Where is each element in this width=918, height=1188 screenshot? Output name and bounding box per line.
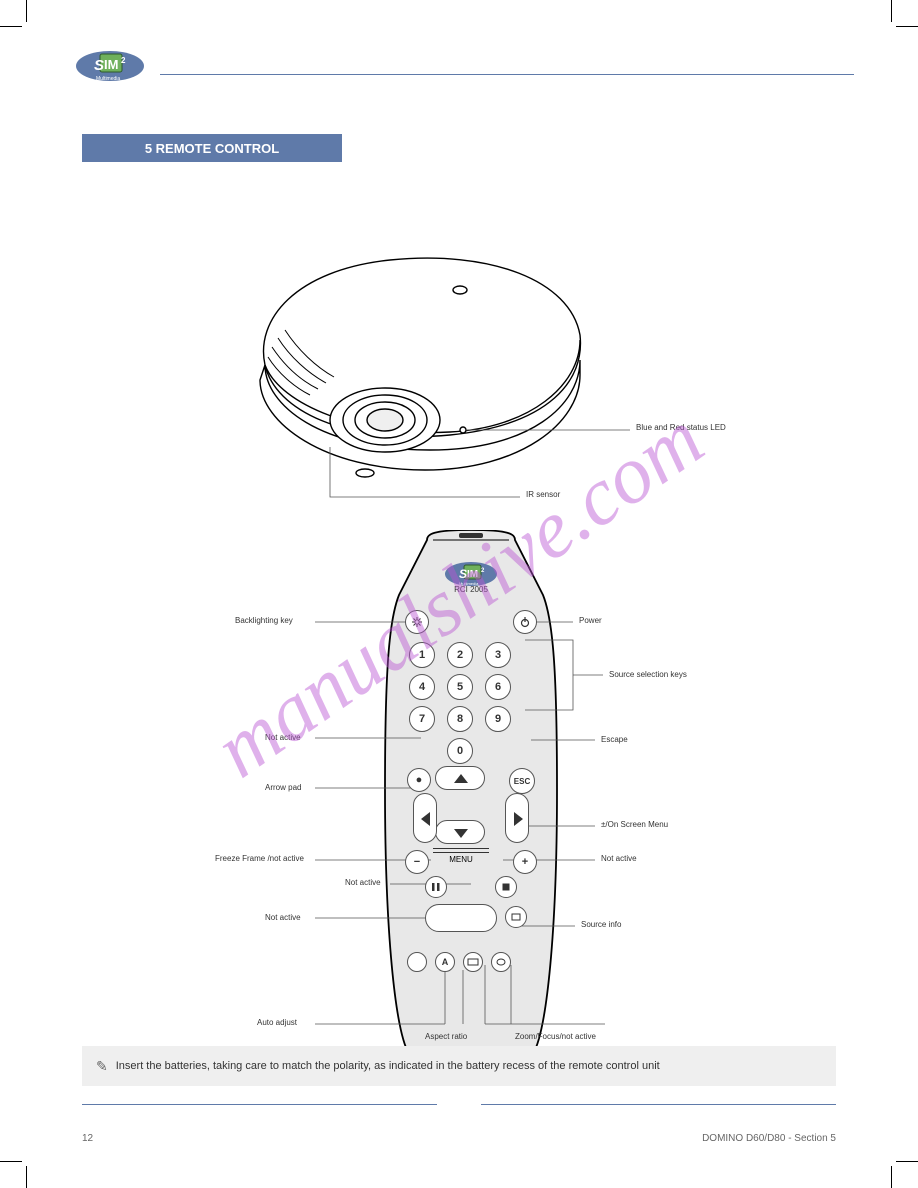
remote-freeze-button[interactable] [425,876,447,898]
remote-key-7[interactable]: 7 [409,706,435,732]
remote-key-2[interactable]: 2 [447,642,473,668]
remote-esc-button[interactable]: ESC [509,768,535,794]
footer-rule-right [481,1104,836,1105]
page-body: S IM 2 Multimedia 5 REMOTE CONTROL [60,40,858,1148]
remote-arrow-down[interactable] [435,820,485,844]
remote-key-9[interactable]: 9 [485,706,511,732]
rc-label-auto: Auto adjust [257,1018,297,1027]
remote-figure: S IM 2 Multimedia RCI 2005 [315,530,695,1075]
remote-arrow-right[interactable] [505,793,529,843]
rc-label-esc: Escape [601,735,628,744]
remote-menu-label: MENU [433,852,489,864]
rc-label-zoom: Zoom/Focus/not active [515,1032,596,1041]
rc-label-notactive3: Not active [265,913,301,922]
remote-plus-button[interactable]: + [513,850,537,874]
projector-label-led: Blue and Red status LED [636,423,726,432]
remote-key-6[interactable]: 6 [485,674,511,700]
header-rule [160,74,854,75]
rc-label-sources: Source selection keys [609,670,687,679]
remote-key-3[interactable]: 3 [485,642,511,668]
brand-logo: S IM 2 Multimedia [74,48,146,91]
rc-label-backlight: Backlighting key [235,616,293,625]
crop-mark [896,26,918,27]
remote-key-1[interactable]: 1 [409,642,435,668]
note-icon: ✎ [96,1058,108,1075]
crop-mark [0,26,22,27]
remote-backlight-button[interactable] [405,610,429,634]
footer-title: DOMINO D60/D80 - Section 5 [702,1133,836,1144]
section-title-bar: 5 REMOTE CONTROL [82,134,342,162]
crop-mark [891,1166,892,1188]
projector-figure: Blue and Red status LED IR sensor [160,225,740,515]
remote-auto-button[interactable]: A [435,952,455,972]
rc-label-freeze: Freeze Frame /not active [215,854,304,863]
remote-arrow-left[interactable] [413,793,437,843]
svg-text:IM: IM [104,57,118,72]
remote-key-5[interactable]: 5 [447,674,473,700]
rc-label-notactive1: Not active [265,733,301,742]
remote-bottom-1-button[interactable] [407,952,427,972]
crop-mark [891,0,892,22]
rc-label-arrows: Arrow pad [265,783,301,792]
remote-key-0[interactable]: 0 [447,738,473,764]
remote-body: 1 2 3 4 5 6 7 8 9 0 ● ESC [385,530,557,1070]
remote-key-8[interactable]: 8 [447,706,473,732]
section-title-text: 5 REMOTE CONTROL [145,141,279,156]
crop-mark [896,1161,918,1162]
rc-label-sourceinfo: Source info [581,920,621,929]
note-text: Insert the batteries, taking care to mat… [116,1060,660,1072]
rc-label-power: Power [579,616,602,625]
svg-text:2: 2 [121,56,126,65]
remote-key-4[interactable]: 4 [409,674,435,700]
crop-mark [0,1161,22,1162]
rc-label-menu: ±/On Screen Menu [601,820,668,829]
rc-label-notactive-r: Not active [601,854,637,863]
note-row: ✎ Insert the batteries, taking care to m… [82,1046,836,1086]
crop-mark [26,0,27,22]
remote-aspect-button[interactable] [463,952,483,972]
remote-large-oval-button[interactable] [425,904,497,932]
projector-label-ir: IR sensor [526,490,560,499]
rc-label-notactive2: Not active [345,878,381,887]
rc-label-aspect: Aspect ratio [425,1032,467,1041]
remote-source-info-button[interactable] [505,906,527,928]
remote-power-button[interactable] [513,610,537,634]
logo-subtext: Multimedia [96,76,120,82]
svg-text:S: S [94,57,104,74]
remote-minus-button[interactable]: − [405,850,429,874]
page-number: 12 [82,1133,93,1144]
remote-dot-button[interactable]: ● [407,768,431,792]
remote-arrow-up[interactable] [435,766,485,790]
crop-mark [26,1166,27,1188]
footer-rule-left [82,1104,437,1105]
remote-stop-button[interactable] [495,876,517,898]
remote-zoom-button[interactable] [491,952,511,972]
